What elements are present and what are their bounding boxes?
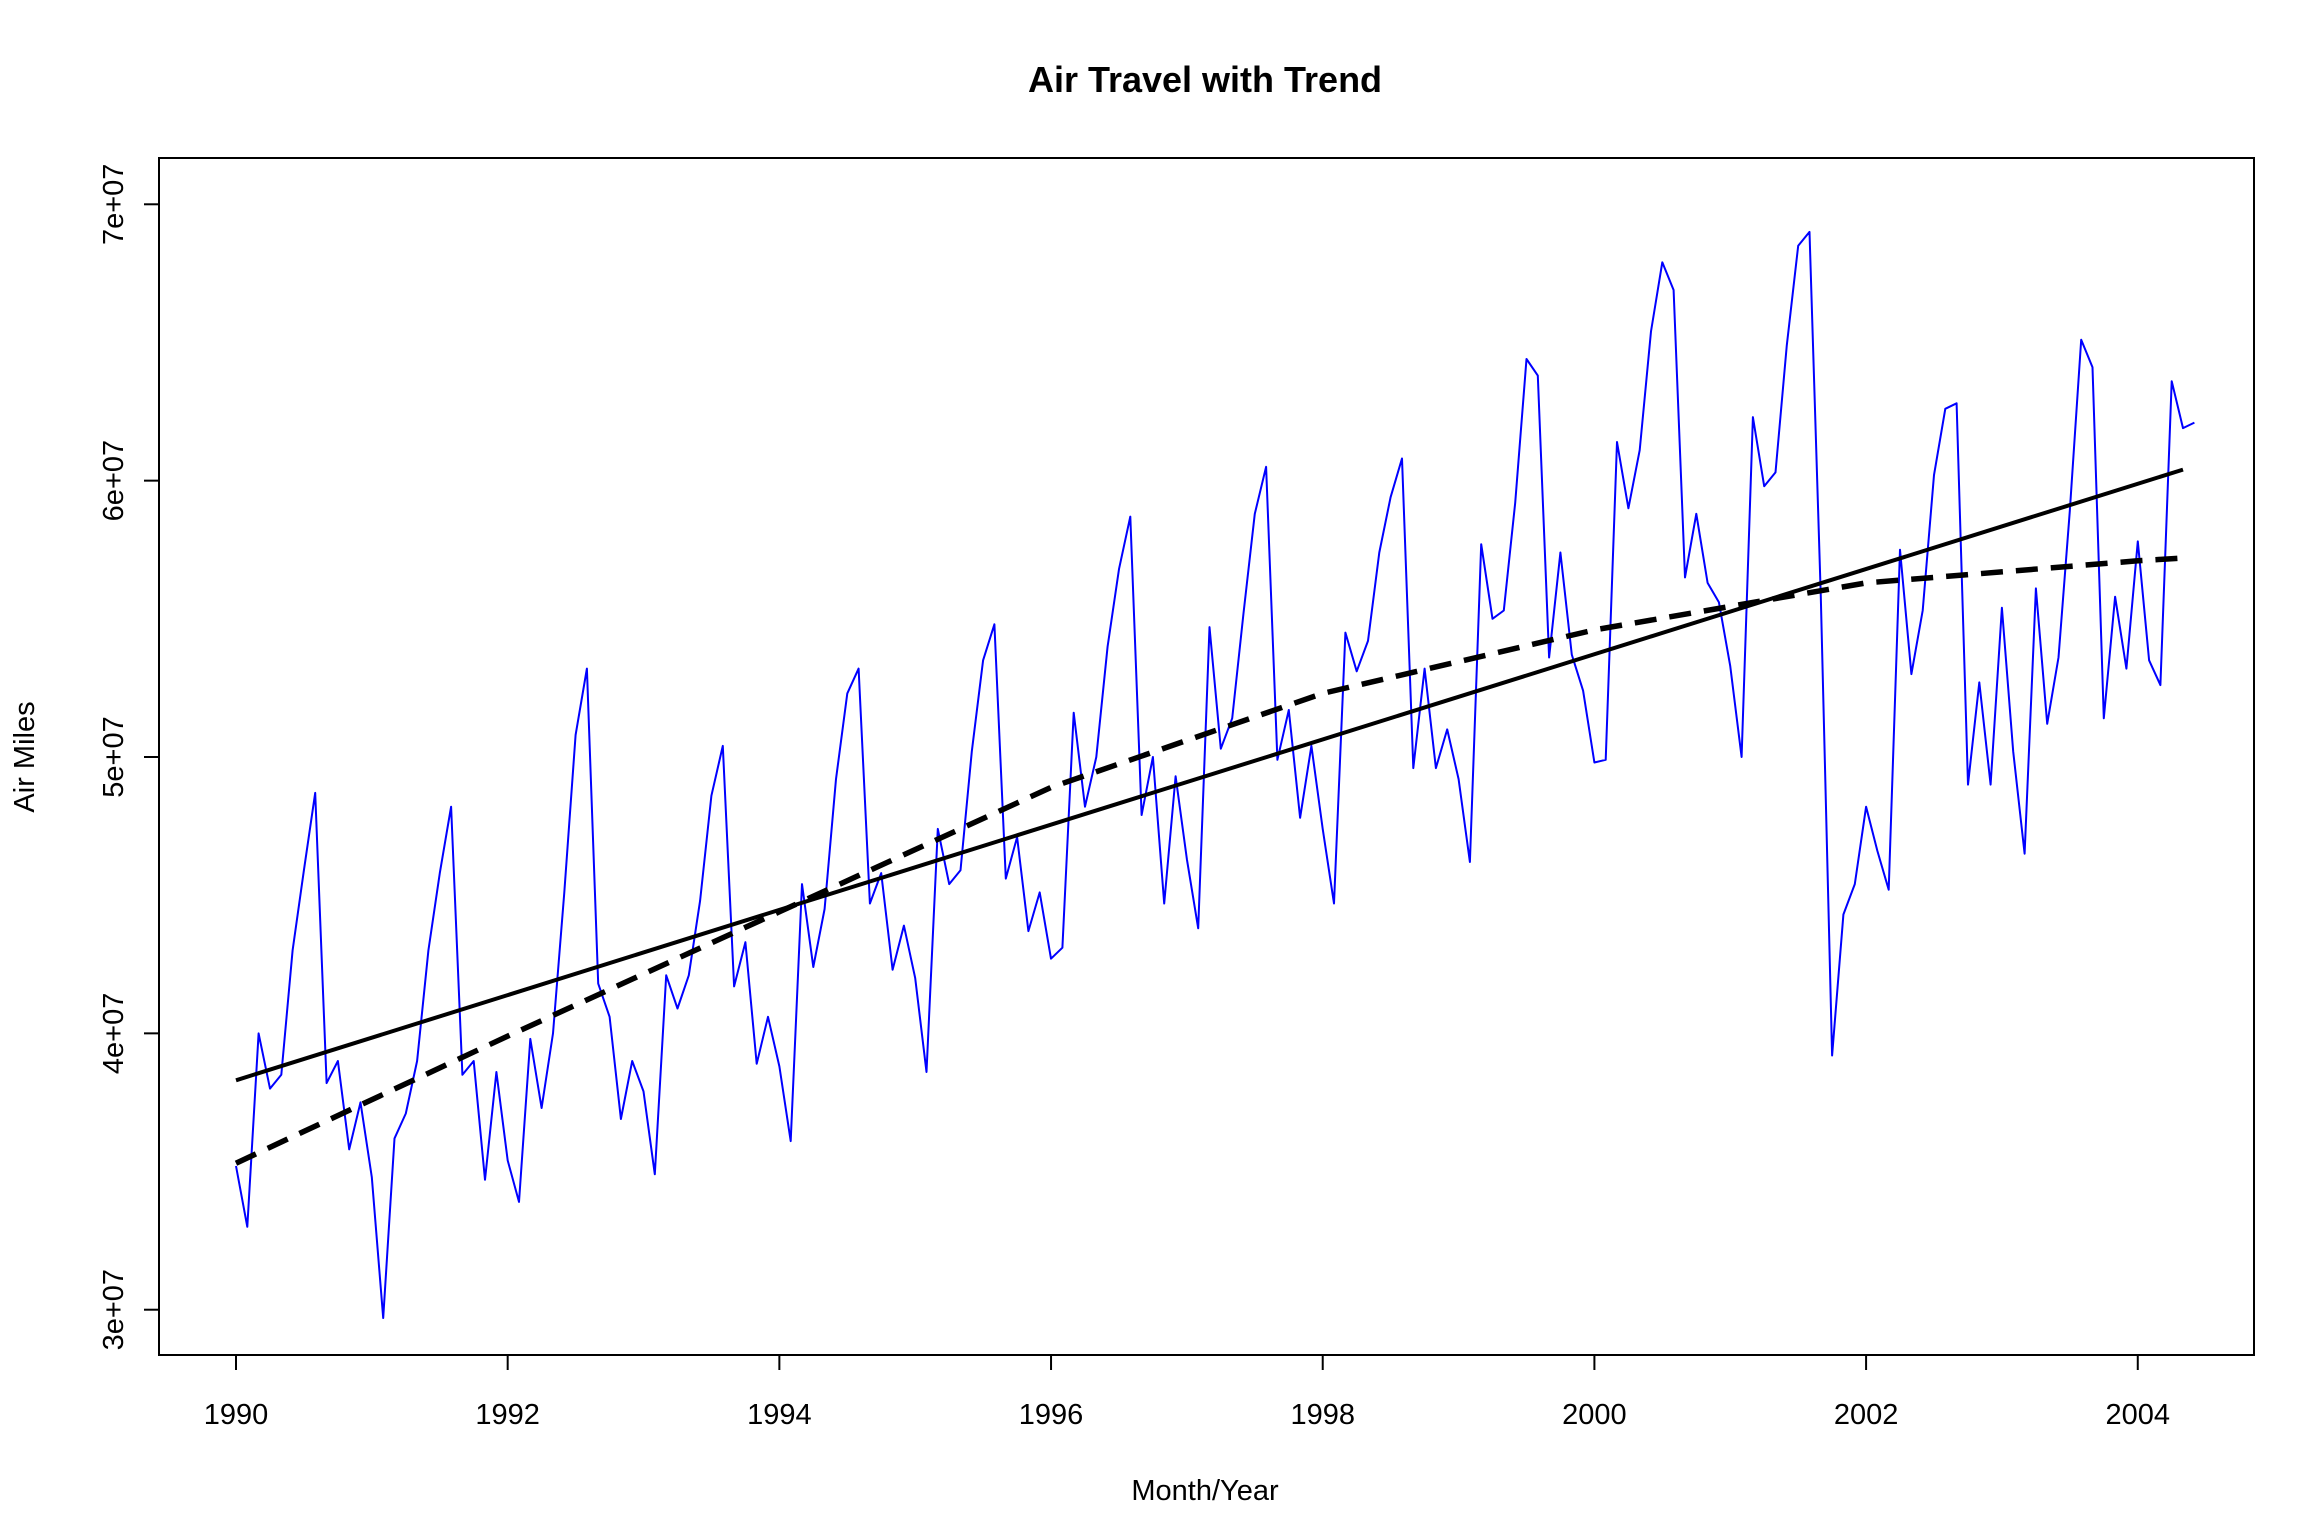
y-axis: 3e+07 4e+07 5e+07 6e+07 7e+07 [98, 164, 160, 1350]
y-tick-label: 7e+07 [98, 164, 130, 245]
x-axis: 1990 1992 1994 1996 1998 2000 2002 2004 [204, 1354, 2171, 1431]
x-tick-label: 2002 [1834, 1399, 1899, 1431]
x-axis-title: Month/Year [1131, 1475, 1279, 1507]
x-tick-label: 1996 [1019, 1399, 1084, 1431]
plot-frame [158, 157, 2255, 1356]
y-tick-label: 5e+07 [98, 716, 130, 797]
plot-content [234, 230, 2195, 1319]
x-tick-label: 1994 [747, 1399, 812, 1431]
x-tick-label: 2004 [2106, 1399, 2171, 1431]
monthly-air-miles-line [235, 230, 2195, 1319]
x-tick-label: 1990 [204, 1399, 269, 1431]
x-tick-label: 2000 [1562, 1399, 1627, 1431]
y-tick-label: 6e+07 [98, 440, 130, 521]
y-tick-label: 3e+07 [98, 1269, 130, 1350]
y-tick-label: 4e+07 [98, 993, 130, 1074]
chart-title: Air Travel with Trend [1028, 59, 1382, 100]
linear-trend-line [235, 467, 2184, 1083]
x-tick-label: 1992 [475, 1399, 540, 1431]
y-axis-title: Air Miles [9, 701, 41, 812]
smoothed-trend-line [234, 555, 2184, 1166]
x-tick-label: 1998 [1290, 1399, 1355, 1431]
